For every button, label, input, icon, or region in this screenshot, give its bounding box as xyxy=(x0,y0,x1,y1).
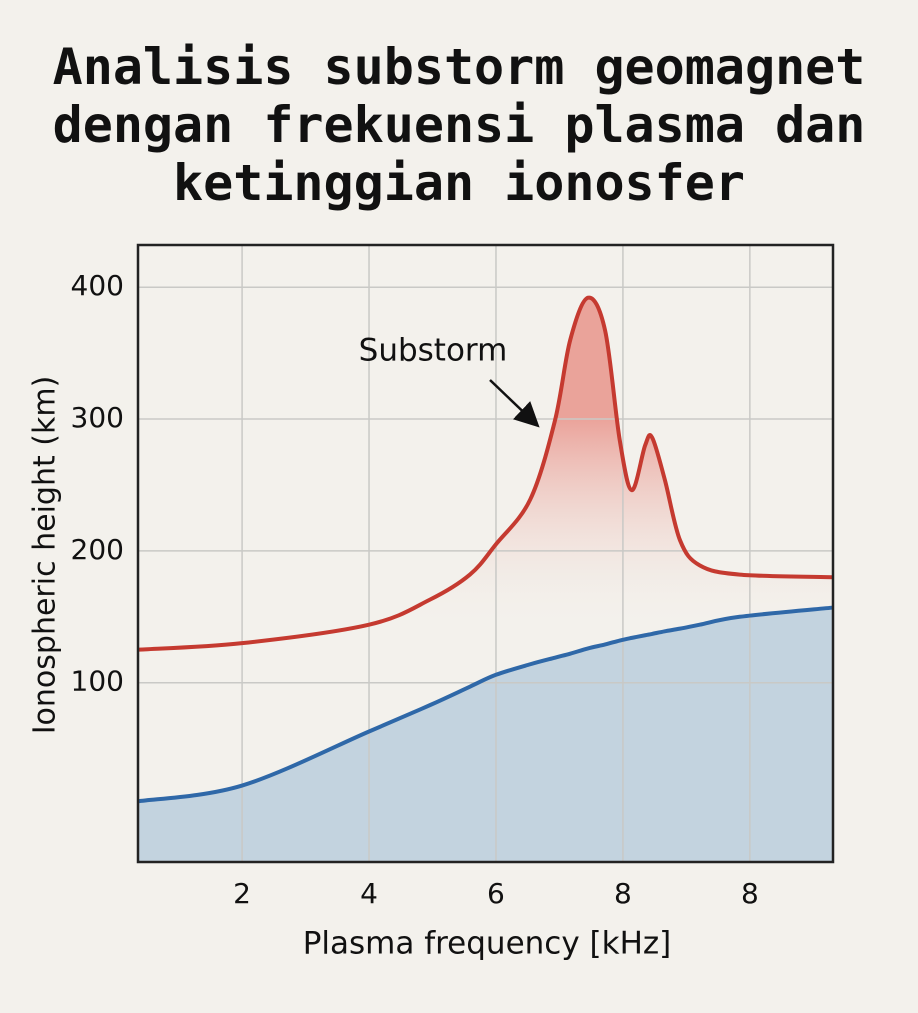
area-upper xyxy=(138,297,833,802)
series-line xyxy=(137,295,834,652)
y-tick-label: 200 xyxy=(71,533,124,566)
y-axis-label: Ionospheric height (km) xyxy=(28,376,63,735)
x-tick-label: 2 xyxy=(233,877,251,910)
annotation-arrow xyxy=(489,379,540,428)
x-tick-label: 6 xyxy=(487,877,505,910)
area-lower xyxy=(138,607,833,862)
x-tick-label: 8 xyxy=(614,877,632,910)
plot-frame xyxy=(136,243,835,864)
chart-title: Analisis substorm geomagnet dengan freku… xyxy=(52,38,866,212)
y-tick-label: 100 xyxy=(71,665,124,698)
x-tick-label: 4 xyxy=(360,877,378,910)
series-line xyxy=(137,605,834,804)
y-tick-label: 300 xyxy=(71,401,124,434)
x-tick-label: 8 xyxy=(741,877,759,910)
annotation: Substorm xyxy=(359,333,508,369)
y-tick-label: 400 xyxy=(71,269,124,302)
x-axis-label: Plasma frequency [kHz] xyxy=(303,926,672,962)
